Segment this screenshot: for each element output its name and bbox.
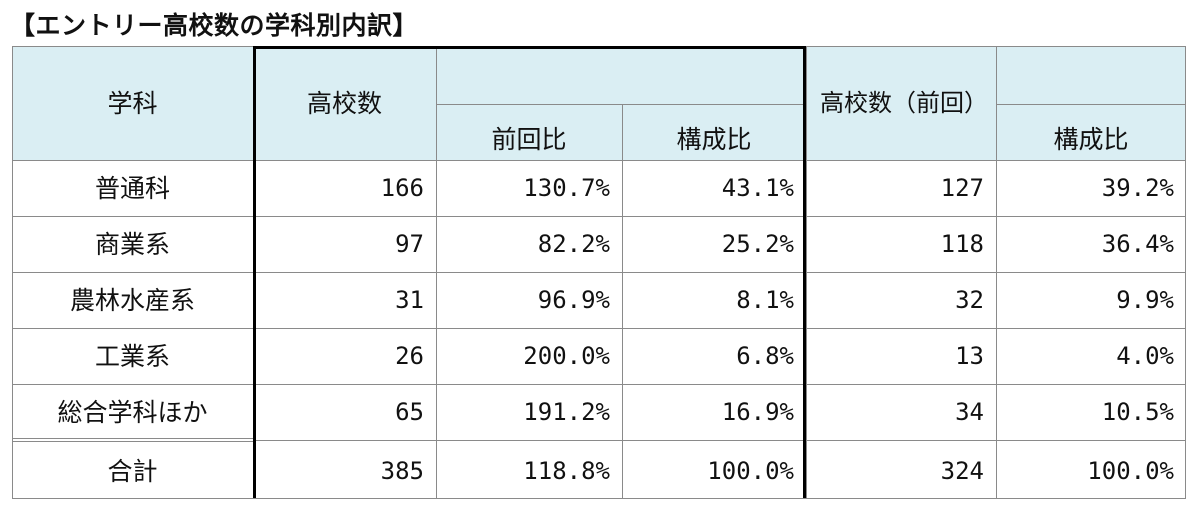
cell-schools: 31 [395, 286, 424, 314]
total-yoy: 118.8% [523, 457, 610, 485]
cell-prev-share: 4.0% [1116, 342, 1174, 370]
header-prev-share: 構成比 [996, 104, 1186, 160]
grid-hline [12, 216, 1186, 217]
header-prev-blank [996, 46, 1186, 104]
grid-vline [1185, 46, 1186, 498]
grid-hline [12, 384, 1186, 385]
cell-share: 16.9% [721, 398, 794, 426]
cell-prev-schools: 118 [940, 230, 984, 258]
cell-yoy: 82.2% [537, 230, 610, 258]
cell-yoy: 96.9% [537, 286, 610, 314]
cell-dept: 総合学科ほか [57, 397, 208, 427]
cell-schools: 166 [380, 174, 424, 202]
cell-schools: 26 [395, 342, 424, 370]
cell-schools: 97 [395, 230, 424, 258]
grid-vline [996, 46, 997, 498]
grid-vline [436, 46, 437, 498]
cell-dept: 工業系 [94, 341, 170, 371]
emphasis-frame-right [803, 46, 806, 498]
total-dept: 合計 [107, 456, 158, 486]
cell-prev-share: 10.5% [1101, 398, 1174, 426]
total-share: 100.0% [707, 457, 794, 485]
cell-schools: 65 [395, 398, 424, 426]
cell-dept: 商業系 [94, 229, 170, 259]
grid-hline [436, 104, 806, 105]
grid-hline [12, 498, 1186, 499]
cell-prev-schools: 32 [955, 286, 984, 314]
grid-hline [996, 104, 1186, 105]
total-double-rule [12, 438, 253, 442]
grid-vline [12, 46, 13, 498]
grid-hline [12, 328, 1186, 329]
cell-yoy: 200.0% [523, 342, 610, 370]
cell-prev-share: 39.2% [1101, 174, 1174, 202]
emphasis-frame-left [253, 46, 256, 498]
header-yoy: 前回比 [436, 104, 622, 160]
cell-prev-share: 36.4% [1101, 230, 1174, 258]
header-group-blank [436, 46, 806, 104]
total-prev-share: 100.0% [1087, 457, 1174, 485]
header-schools: 高校数 [253, 46, 436, 160]
cell-prev-share: 9.9% [1116, 286, 1174, 314]
cell-prev-schools: 34 [955, 398, 984, 426]
grid-hline [12, 272, 1186, 273]
cell-share: 43.1% [721, 174, 794, 202]
table-title: 【エントリー高校数の学科別内訳】 [10, 11, 419, 40]
total-prev-schools: 324 [940, 457, 984, 485]
cell-share: 6.8% [736, 342, 794, 370]
header-dept: 学科 [12, 46, 253, 160]
entry-schools-table: 学科 高校数 前回比 構成比 高校数（前回） 構成比 普通科 166 130.7% 4… [12, 46, 1186, 499]
grid-hline [253, 440, 1186, 441]
cell-share: 25.2% [721, 230, 794, 258]
cell-share: 8.1% [736, 286, 794, 314]
cell-yoy: 130.7% [523, 174, 610, 202]
cell-prev-schools: 13 [955, 342, 984, 370]
grid-vline [622, 104, 623, 498]
cell-dept: 農林水産系 [69, 285, 195, 315]
header-prev-schools: 高校数（前回） [806, 46, 996, 160]
grid-hline [12, 160, 1186, 161]
header-share: 構成比 [622, 104, 806, 160]
emphasis-frame-top [253, 46, 806, 49]
cell-yoy: 191.2% [523, 398, 610, 426]
grid-vline [806, 46, 807, 498]
cell-prev-schools: 127 [940, 174, 984, 202]
total-schools: 385 [380, 457, 424, 485]
cell-dept: 普通科 [94, 173, 170, 203]
